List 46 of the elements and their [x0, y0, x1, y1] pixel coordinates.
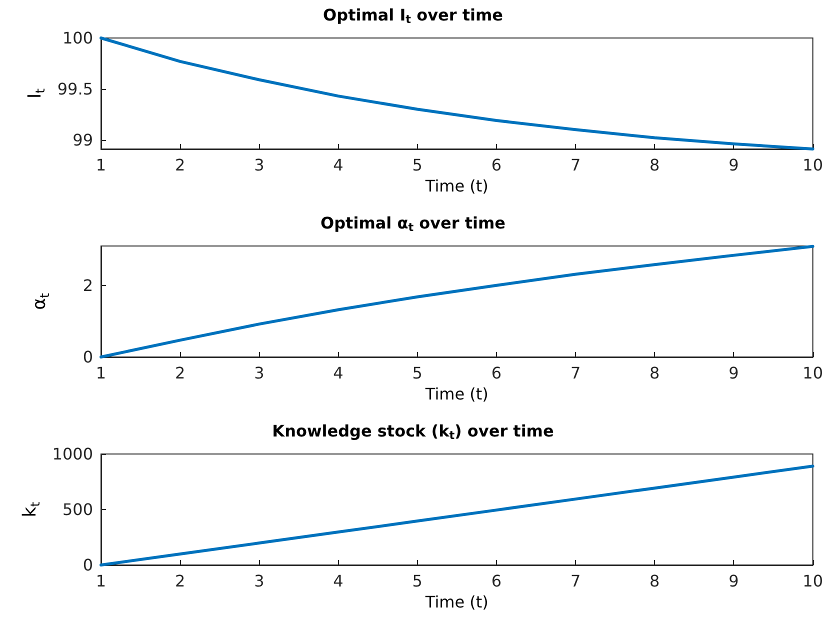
y-tick-label: 500 [62, 500, 93, 519]
x-tick-label: 7 [570, 156, 581, 174]
x-tick-label: 4 [333, 572, 344, 590]
x-tick-label: 7 [570, 572, 581, 590]
x-tick-label: 9 [728, 364, 739, 382]
x-tick-label: 2 [174, 156, 186, 174]
y-axis-title: It [24, 88, 48, 99]
x-tick-label: 3 [254, 572, 264, 590]
x-tick-label: 3 [254, 364, 264, 382]
x-tick-label: 2 [174, 572, 186, 590]
x-tick-label: 9 [728, 156, 739, 174]
x-tick-label: 5 [412, 156, 422, 174]
y-tick-label: 99 [72, 130, 93, 150]
x-tick-label: 10 [802, 364, 823, 382]
y-tick-label: 100 [62, 28, 93, 48]
x-tick-label: 5 [412, 364, 422, 382]
x-tick-label: 10 [802, 156, 823, 174]
x-tick-label: 6 [491, 156, 502, 174]
x-tick-label: 3 [254, 156, 264, 174]
x-tick-label: 6 [491, 572, 502, 590]
x-tick-label: 2 [174, 364, 186, 382]
x-tick-label: 7 [570, 364, 581, 382]
x-axis-title: Time (t) [424, 176, 488, 196]
x-tick-label: 6 [491, 364, 502, 382]
x-tick-label: 8 [650, 364, 660, 382]
x-tick-label: 4 [333, 156, 344, 174]
x-tick-label: 8 [650, 572, 660, 590]
x-tick-label: 10 [802, 572, 823, 590]
y-tick-label: 2 [82, 276, 93, 295]
y-tick-label: 99.5 [57, 79, 93, 98]
x-axis-title: Time (t) [424, 592, 488, 612]
y-tick-label: 0 [82, 556, 93, 574]
x-axis-title: Time (t) [424, 384, 488, 404]
x-tick-label: 5 [412, 572, 422, 590]
line-series [100, 244, 814, 358]
y-tick-label: 0 [82, 348, 93, 366]
y-axis-title: kt [19, 502, 42, 518]
y-tick-label: 1000 [52, 444, 93, 464]
x-tick-label: 1 [96, 364, 106, 382]
x-tick-label: 8 [650, 156, 660, 174]
x-tick-label: 1 [96, 572, 106, 590]
y-axis-title: αt [29, 293, 52, 310]
x-tick-label: 1 [96, 156, 106, 174]
line-series [100, 36, 814, 150]
x-tick-label: 9 [728, 572, 739, 590]
x-tick-label: 4 [333, 364, 344, 382]
